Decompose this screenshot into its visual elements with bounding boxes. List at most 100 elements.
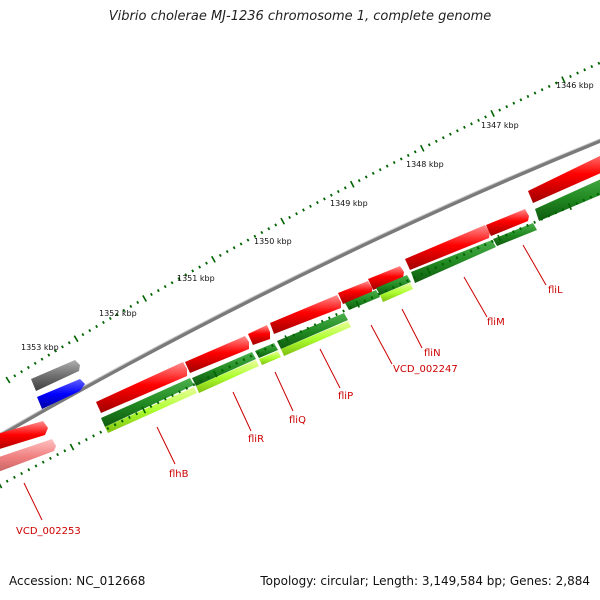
outer-tick-minor bbox=[88, 328, 92, 333]
outer-tick-minor bbox=[225, 250, 229, 254]
inner-tick-minor bbox=[384, 289, 388, 293]
inner-tick-minor bbox=[5, 479, 9, 483]
inner-tick-minor bbox=[63, 449, 67, 453]
inner-tick-major bbox=[284, 335, 289, 343]
inner-tick-minor bbox=[490, 239, 494, 244]
outer-tick-minor bbox=[260, 230, 264, 235]
cds-flil bbox=[486, 209, 529, 236]
inner-tick-major bbox=[69, 443, 75, 451]
gene-green-vcd-002247 bbox=[345, 290, 380, 310]
outer-tick-minor bbox=[498, 108, 502, 112]
gene-green-flhb bbox=[101, 378, 194, 427]
outer-tick-major bbox=[490, 109, 495, 117]
inner-tick-minor bbox=[320, 319, 324, 323]
lime-gene-track bbox=[105, 283, 413, 433]
gene-green-flik bbox=[535, 179, 600, 221]
leader-vcd-002253 bbox=[23, 482, 43, 521]
cds-vcd-002253-left bbox=[0, 421, 48, 449]
inner-tick-major bbox=[497, 234, 502, 242]
inner-tick-minor bbox=[589, 195, 593, 199]
pink-feature bbox=[0, 439, 56, 472]
inner-tick-minor bbox=[306, 326, 310, 330]
inner-tick-major bbox=[213, 370, 218, 378]
leader-flhb bbox=[156, 426, 176, 465]
gene-labels: fliL fliM fliN VCD_002247 fliP fliQ fliR… bbox=[16, 285, 563, 537]
tick-label-1353: 1353 kbp bbox=[21, 343, 59, 352]
inner-tick-minor bbox=[206, 375, 210, 380]
inner-tick-minor bbox=[377, 292, 381, 296]
outer-tick-minor bbox=[392, 160, 396, 165]
outer-tick-minor bbox=[576, 71, 579, 75]
outer-tick-minor bbox=[456, 129, 459, 133]
topology-summary: Topology: circular; Length: 3,149,584 bp… bbox=[260, 574, 590, 588]
cds-flip bbox=[270, 295, 341, 334]
outer-tick-minor bbox=[122, 308, 126, 312]
inner-tick-minor bbox=[56, 453, 60, 457]
gene-label-flil: fliL bbox=[548, 285, 563, 296]
inner-tick-minor bbox=[221, 368, 224, 372]
inner-tick-major bbox=[355, 300, 360, 308]
outer-tick-minor bbox=[533, 91, 537, 95]
inner-tick-minor bbox=[469, 249, 473, 253]
inner-tick-minor bbox=[455, 256, 459, 260]
inner-tick-minor bbox=[413, 275, 416, 280]
inner-tick-minor bbox=[434, 265, 438, 270]
outer-tick-minor bbox=[441, 136, 445, 140]
tick-label-1346: 1346 kbp bbox=[556, 81, 594, 90]
inner-tick-minor bbox=[448, 259, 452, 263]
outer-tick-minor bbox=[385, 164, 389, 168]
outer-tick-minor bbox=[316, 201, 319, 205]
inner-tick-minor bbox=[163, 397, 167, 401]
inner-tick-minor bbox=[249, 354, 253, 358]
tick-label-1348: 1348 kbp bbox=[406, 160, 444, 169]
tick-ring bbox=[5, 61, 600, 384]
inner-tick-minor bbox=[406, 279, 409, 283]
outer-tick-minor bbox=[61, 345, 64, 349]
inner-tick-minor bbox=[171, 393, 174, 398]
inner-tick-minor bbox=[554, 211, 558, 215]
gene-label-flir: fliR bbox=[248, 434, 264, 445]
gray-feature bbox=[31, 360, 80, 391]
tick-label-1352: 1352 kbp bbox=[99, 309, 137, 318]
gene-label-flhb: flhB bbox=[169, 469, 189, 480]
gene-lime-flip bbox=[281, 321, 351, 356]
outer-tick-minor bbox=[427, 143, 431, 147]
inner-tick-minor bbox=[77, 441, 81, 445]
genome-title: Vibrio cholerae MJ-1236 chromosome 1, co… bbox=[108, 9, 492, 24]
inner-tick-minor bbox=[335, 312, 338, 317]
inner-tick-minor bbox=[20, 471, 24, 476]
outer-tick-minor bbox=[136, 300, 140, 304]
inner-tick-minor bbox=[582, 198, 586, 202]
inner-tick-minor bbox=[263, 347, 267, 351]
inner-tick-minor bbox=[242, 358, 246, 362]
outer-tick-minor bbox=[295, 212, 298, 216]
outer-tick-major bbox=[5, 376, 11, 384]
outer-tick-minor bbox=[108, 316, 112, 321]
outer-tick-minor bbox=[519, 98, 523, 102]
inner-tick-minor bbox=[299, 330, 303, 334]
inner-tick-minor bbox=[391, 285, 395, 290]
cds-flim bbox=[405, 225, 490, 270]
leader-flim bbox=[463, 276, 488, 318]
inner-tick-minor bbox=[278, 340, 281, 344]
outer-tick-minor bbox=[115, 312, 119, 316]
inner-tick-minor bbox=[27, 468, 31, 472]
outer-tick-minor bbox=[554, 81, 558, 85]
outer-tick-minor bbox=[463, 125, 466, 129]
outer-tick-minor bbox=[54, 349, 58, 353]
outer-tick-minor bbox=[67, 341, 71, 345]
outer-tick-minor bbox=[526, 94, 530, 99]
label-leaders bbox=[23, 244, 547, 521]
cds-flik bbox=[528, 155, 600, 203]
outer-tick-minor bbox=[434, 139, 438, 143]
gene-label-flim: fliM bbox=[487, 317, 505, 328]
outer-tick-minor bbox=[590, 64, 594, 69]
outer-tick-minor bbox=[26, 365, 30, 370]
inner-tick-minor bbox=[327, 316, 331, 320]
inner-tick-minor bbox=[192, 383, 196, 387]
inner-tick-minor bbox=[596, 192, 600, 196]
gene-lime-fliq bbox=[259, 351, 281, 365]
outer-tick-minor bbox=[150, 292, 153, 297]
inner-tick-minor bbox=[84, 438, 88, 442]
